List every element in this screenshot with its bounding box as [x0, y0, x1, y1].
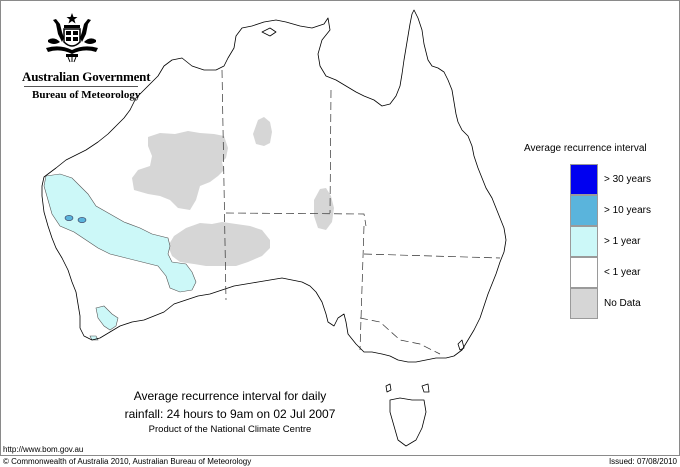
issued-date: Issued: 07/08/2010: [608, 457, 677, 466]
bom-logo: Australian Government Bureau of Meteorol…: [10, 10, 151, 101]
legend-item-gt-10-years: > 10 years: [570, 195, 680, 226]
legend-swatch: [570, 164, 598, 195]
legend-item-gt-1-year: > 1 year: [570, 226, 680, 257]
coastline: [41, 9, 507, 447]
legend-label: > 30 years: [604, 174, 651, 185]
caption-title-line2: rainfall: 24 hours to 9am on 02 Jul 2007: [124, 407, 336, 421]
legend-label: > 10 years: [604, 205, 651, 216]
legend-item-gt-30-years: > 30 years: [570, 164, 680, 195]
legend-swatch: [570, 288, 598, 319]
map-caption: Average recurrence interval for daily ra…: [100, 387, 360, 436]
government-name: Australian Government: [22, 69, 151, 84]
legend-swatch: [570, 226, 598, 257]
caption-product-credit: Product of the National Climate Centre: [148, 424, 312, 435]
logo-divider: [24, 86, 138, 87]
legend-item-no-data: No Data: [570, 288, 680, 319]
bom-url-link[interactable]: http://www.bom.gov.au: [3, 445, 84, 454]
legend-label: No Data: [604, 298, 641, 309]
legend: > 30 years > 10 years > 1 year < 1 year …: [570, 164, 680, 319]
legend-swatch: [570, 195, 598, 226]
footer-divider: [0, 455, 680, 456]
gt-1-year-regions: [43, 173, 197, 341]
legend-label: < 1 year: [604, 267, 641, 278]
legend-swatch: [570, 257, 598, 288]
australia-map: [41, 9, 507, 447]
gt-10-years-regions: [64, 215, 87, 223]
legend-item-lt-1-year: < 1 year: [570, 257, 680, 288]
copyright-notice: © Commonwealth of Australia 2010, Austra…: [3, 457, 252, 466]
commonwealth-coat-of-arms-icon: [46, 13, 98, 63]
legend-title: Average recurrence interval: [524, 143, 647, 154]
no-data-regions: [132, 117, 334, 266]
caption-title-line1: Average recurrence interval for daily: [133, 389, 327, 403]
state-borders: [221, 69, 501, 355]
legend-label: > 1 year: [604, 236, 641, 247]
bureau-name: Bureau of Meteorology: [32, 89, 141, 101]
